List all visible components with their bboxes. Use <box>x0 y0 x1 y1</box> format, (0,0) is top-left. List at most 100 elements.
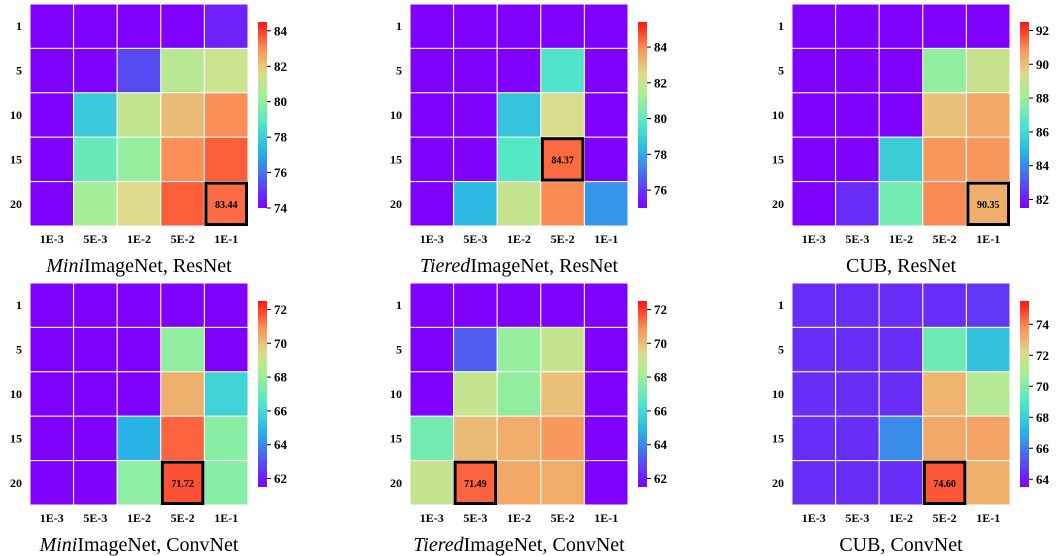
y-tick-label: 5 <box>16 64 22 78</box>
x-tick-label: 1E-1 <box>976 232 1000 246</box>
heatmap-cell-r4-c2 <box>496 460 542 506</box>
heatmap-cell-r4-c3 <box>540 460 585 506</box>
heatmap-cell-r4-c3 <box>160 181 205 227</box>
colorbar-tick-label: 80 <box>274 94 287 109</box>
heatmap-cell-r0-c0 <box>409 282 455 328</box>
x-tick-label: 1E-2 <box>507 232 531 246</box>
heatmap-cell-r4-c0 <box>791 181 837 227</box>
caption-rest-part: ImageNet, ResNet <box>470 255 618 277</box>
heatmap-cell-r4-c3 <box>160 460 205 506</box>
caption-italic-part: Mini <box>39 534 78 556</box>
panel-caption: MiniImageNet, ConvNet <box>39 534 239 556</box>
heatmap-cell-r1-c3 <box>922 47 967 94</box>
heatmap-cell-r1-c0 <box>409 47 455 94</box>
heatmap-cell-r3-c3 <box>922 136 967 183</box>
y-tick-label: 5 <box>778 343 784 357</box>
heatmap-cell-r1-c1 <box>73 326 118 373</box>
colorbar-tick-label: 90 <box>1036 57 1049 72</box>
colorbar-tick-label: 86 <box>1036 124 1050 139</box>
heatmap-cell-r1-c4 <box>965 47 1011 94</box>
heatmap-cell-r0-c3 <box>160 282 205 328</box>
best-cell-outline <box>453 460 498 506</box>
heatmap-cell-r0-c4 <box>583 282 629 328</box>
heatmap-cell-r4-c1 <box>453 460 498 506</box>
x-tick-label: 1E-1 <box>594 232 618 246</box>
y-tick-label: 20 <box>10 197 22 211</box>
y-tick-label: 5 <box>396 64 402 78</box>
heatmap-cell-r4-c2 <box>116 460 162 506</box>
colorbar-tick-label: 68 <box>1036 410 1050 425</box>
heatmap-cell-r2-c4 <box>965 371 1011 417</box>
y-tick-label: 5 <box>778 64 784 78</box>
colorbar-tick-label: 62 <box>654 471 667 486</box>
heatmap-cell-r1-c4 <box>583 326 629 373</box>
x-tick-label: 5E-2 <box>933 511 957 525</box>
heatmap-cell-r3-c3 <box>160 415 205 462</box>
heatmap-cell-r4-c4 <box>203 181 249 227</box>
heatmap-cell-r2-c3 <box>160 371 205 417</box>
heatmap-cell-r2-c0 <box>791 92 837 138</box>
heatmap-cell-r1-c3 <box>160 326 205 373</box>
colorbar <box>638 22 647 208</box>
colorbar-tick-label: 76 <box>654 183 668 198</box>
heatmap-cell-r2-c2 <box>116 92 162 138</box>
heatmap-cell-r3-c2 <box>878 136 924 183</box>
heatmap-cell-r4-c2 <box>878 460 924 506</box>
x-tick-label: 5E-3 <box>463 511 487 525</box>
heatmap-cell-r3-c1 <box>835 136 880 183</box>
best-value-label: 74.60 <box>933 479 956 490</box>
heatmap-cell-r4-c1 <box>835 181 880 227</box>
best-value-label: 71.72 <box>171 479 194 490</box>
heatmap-cell-r4-c2 <box>878 181 924 227</box>
heatmap-cell-r0-c3 <box>540 282 585 328</box>
heatmap-cell-r2-c4 <box>583 371 629 417</box>
colorbar-tick-label: 84 <box>654 40 668 55</box>
colorbar-tick-label: 70 <box>1036 379 1049 394</box>
heatmap-cell-r3-c4 <box>583 415 629 462</box>
best-cell-outline <box>160 460 205 506</box>
heatmap-cell-r1-c0 <box>791 326 837 373</box>
best-cell-outline <box>966 181 1011 227</box>
colorbar-tick-label: 84 <box>274 23 288 38</box>
colorbar-tick-label: 72 <box>1036 348 1049 363</box>
x-tick-label: 1E-1 <box>214 232 238 246</box>
heatmap-cell-r0-c1 <box>835 282 880 328</box>
x-tick-label: 5E-3 <box>845 232 869 246</box>
colorbar-tick-label: 72 <box>654 302 667 317</box>
heatmap-cell-r3-c1 <box>73 136 118 183</box>
heatmap-cell-r4-c0 <box>29 181 75 227</box>
heatmap-cell-r1-c2 <box>496 326 542 373</box>
colorbar-tick-label: 66 <box>654 403 668 418</box>
heatmap-cell-r3-c4 <box>203 415 249 462</box>
heatmap-cell-r0-c4 <box>965 3 1011 49</box>
y-tick-label: 10 <box>390 387 402 401</box>
heatmap-cell-r0-c3 <box>160 3 205 49</box>
heatmap-cell-r0-c2 <box>496 282 542 328</box>
heatmap-cell-r3-c2 <box>496 136 542 183</box>
colorbar-tick-label: 78 <box>274 130 288 145</box>
y-tick-label: 5 <box>16 343 22 357</box>
heatmap-cell-r1-c2 <box>878 47 924 94</box>
colorbar-tick-label: 64 <box>1036 472 1050 487</box>
heatmap-cell-r1-c1 <box>73 47 118 94</box>
heatmap-cell-r2-c2 <box>878 92 924 138</box>
heatmap-cell-r1-c0 <box>409 326 455 373</box>
y-tick-label: 10 <box>772 387 784 401</box>
heatmap-cell-r4-c3 <box>540 181 585 227</box>
heatmap-cell-r1-c3 <box>540 326 585 373</box>
caption-italic-part: Mini <box>45 255 84 277</box>
heatmap-cell-r4-c3 <box>922 181 967 227</box>
best-cell-outline <box>204 181 248 227</box>
y-tick-label: 15 <box>772 431 784 445</box>
heatmap-cell-r2-c3 <box>160 92 205 138</box>
colorbar-tick-label: 64 <box>274 437 288 452</box>
heatmap-cell-r2-c3 <box>922 371 967 417</box>
caption-rest-part: CUB, ResNet <box>846 255 956 277</box>
heatmap-cell-r1-c0 <box>29 326 75 373</box>
caption-italic-part: Tiered <box>413 534 464 556</box>
heatmap-cell-r3-c4 <box>965 415 1011 462</box>
heatmap-cell-r3-c4 <box>583 136 629 183</box>
panel-caption: MiniImageNet, ResNet <box>45 255 232 277</box>
